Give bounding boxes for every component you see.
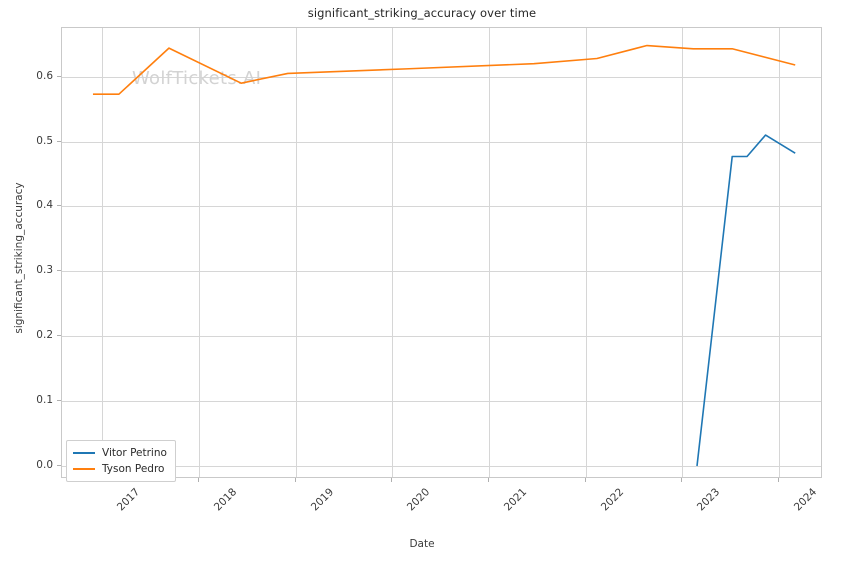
x-tick-mark <box>294 478 296 482</box>
gridline-horizontal <box>62 141 821 143</box>
gridline-vertical <box>489 28 491 477</box>
legend-label-tyson-pedro: Tyson Pedro <box>102 463 165 475</box>
legend-item[interactable]: Vitor Petrino <box>73 445 167 461</box>
x-tick-label: 2018 <box>211 486 240 514</box>
x-tick-label: 2021 <box>502 486 530 514</box>
x-tick-label: 2022 <box>598 486 627 514</box>
x-tick-mark <box>198 478 200 482</box>
y-tick-label: 0.0 <box>36 459 53 472</box>
chart-legend: Vitor Petrino Tyson Pedro <box>66 440 176 482</box>
plot-area: WolfTickets.AI <box>61 27 822 478</box>
gridline-vertical <box>295 28 297 477</box>
y-tick-mark <box>57 335 61 337</box>
x-tick-label: 2023 <box>695 486 723 514</box>
gridline-horizontal <box>62 271 821 273</box>
chart-title: significant_striking_accuracy over time <box>307 6 537 20</box>
gridline-horizontal <box>62 76 821 78</box>
gridline-vertical <box>102 28 104 477</box>
x-tick-mark <box>681 478 683 482</box>
x-axis-label: Date <box>409 538 435 550</box>
y-tick-label: 0.5 <box>36 134 53 147</box>
series-lines <box>92 44 796 467</box>
y-tick-label: 0.6 <box>36 69 53 82</box>
legend-swatch-tyson-pedro <box>73 468 95 470</box>
gridline-horizontal <box>62 206 821 208</box>
y-tick-mark <box>57 270 61 272</box>
y-tick-label: 0.4 <box>36 199 53 212</box>
x-tick-mark <box>391 478 393 482</box>
x-tick-mark <box>778 478 780 482</box>
y-tick-mark <box>57 140 61 142</box>
y-tick-label: 0.3 <box>36 264 53 277</box>
x-tick-label: 2019 <box>308 486 336 514</box>
x-tick-label: 2020 <box>405 486 433 514</box>
y-tick-label: 0.1 <box>36 394 53 407</box>
legend-item[interactable]: Tyson Pedro <box>73 461 167 477</box>
y-tick-mark <box>57 75 61 77</box>
series-line-vitor-petrino <box>696 134 796 467</box>
x-tick-mark <box>488 478 490 482</box>
gridline-vertical <box>392 28 394 477</box>
y-tick-mark <box>57 465 61 467</box>
x-tick-label: 2017 <box>115 486 143 514</box>
y-tick-mark <box>57 400 61 402</box>
gridline-horizontal <box>62 336 821 338</box>
y-tick-label: 0.2 <box>36 329 53 342</box>
gridline-horizontal <box>62 466 821 468</box>
gridline-vertical <box>779 28 781 477</box>
x-tick-mark <box>584 478 586 482</box>
legend-label-vitor-petrino: Vitor Petrino <box>102 447 167 459</box>
gridline-vertical <box>199 28 201 477</box>
legend-swatch-vitor-petrino <box>73 452 95 454</box>
series-line-tyson-pedro <box>92 44 796 95</box>
y-axis-ticks: 0.0 0.1 0.2 0.3 0.4 0.5 0.6 <box>0 0 61 561</box>
x-tick-label: 2024 <box>791 486 820 514</box>
y-tick-mark <box>57 205 61 207</box>
gridline-vertical <box>585 28 587 477</box>
gridline-horizontal <box>62 401 821 403</box>
gridline-vertical <box>682 28 684 477</box>
